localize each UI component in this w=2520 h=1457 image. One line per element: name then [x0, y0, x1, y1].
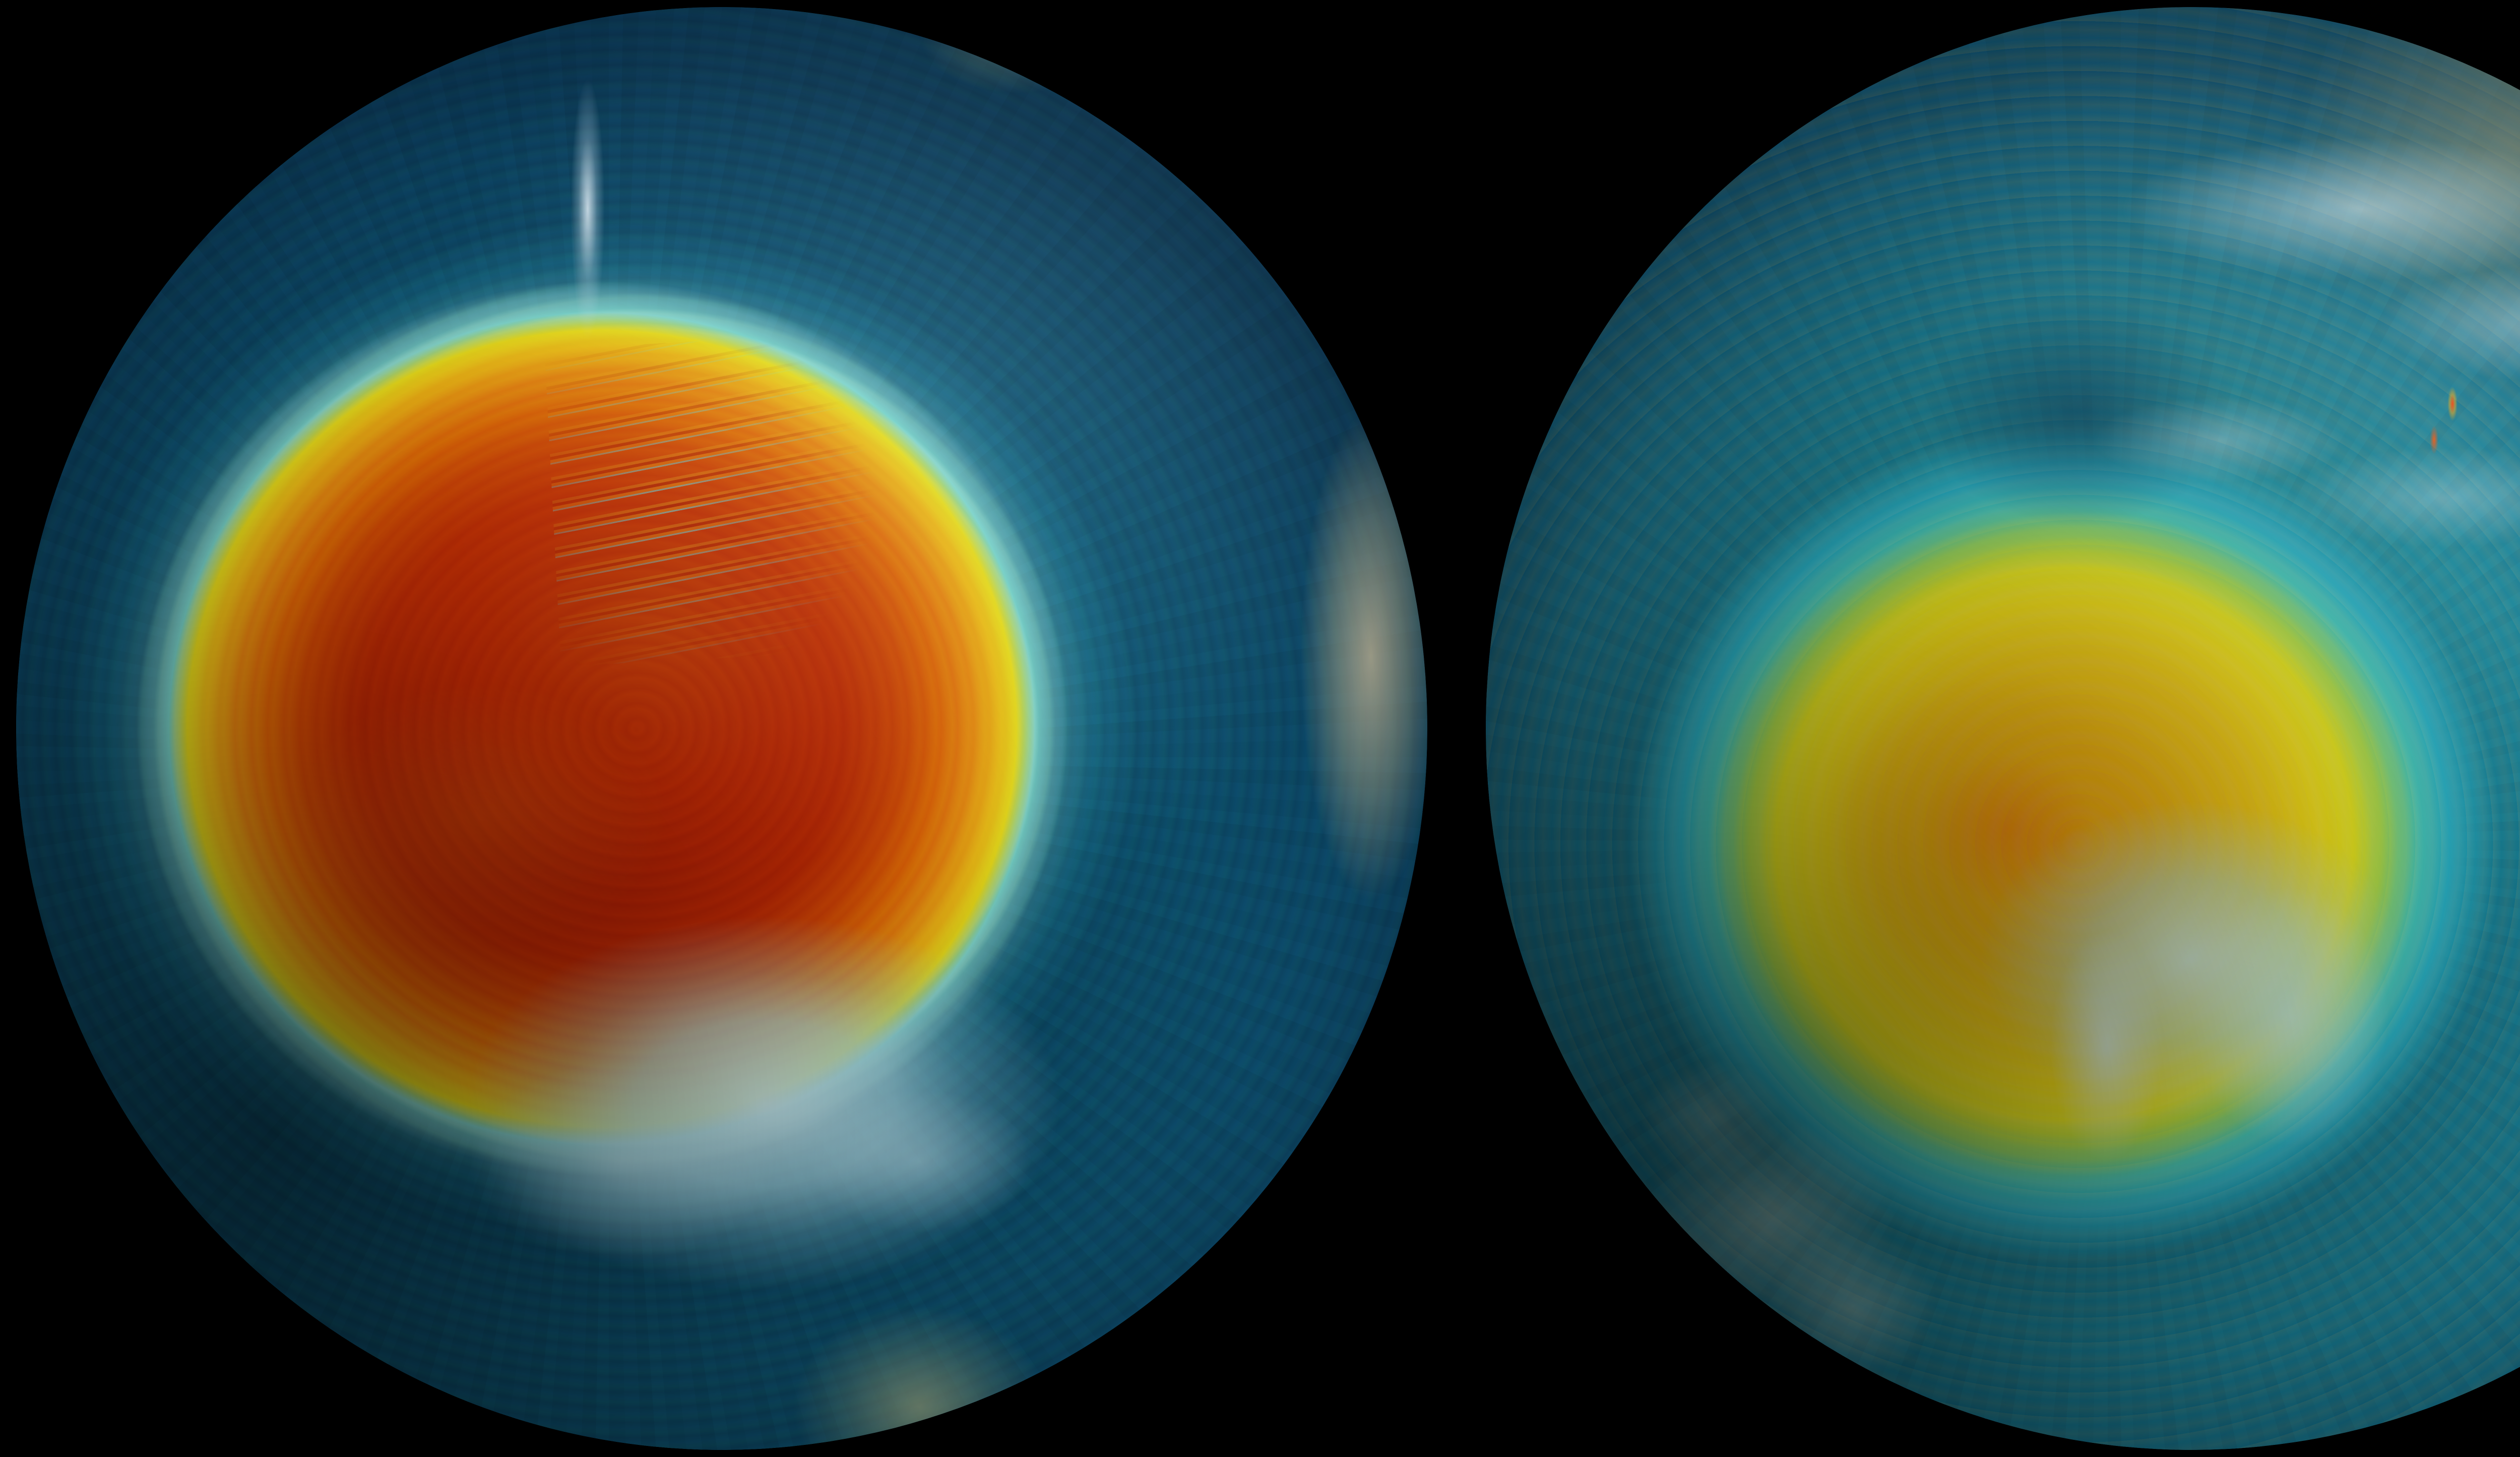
globe-southern-hemisphere [16, 7, 1427, 1450]
globe-northern-hemisphere [1486, 7, 2520, 1450]
limb-darkening-left [16, 7, 1427, 1450]
limb-darkening-right [1486, 7, 2520, 1450]
